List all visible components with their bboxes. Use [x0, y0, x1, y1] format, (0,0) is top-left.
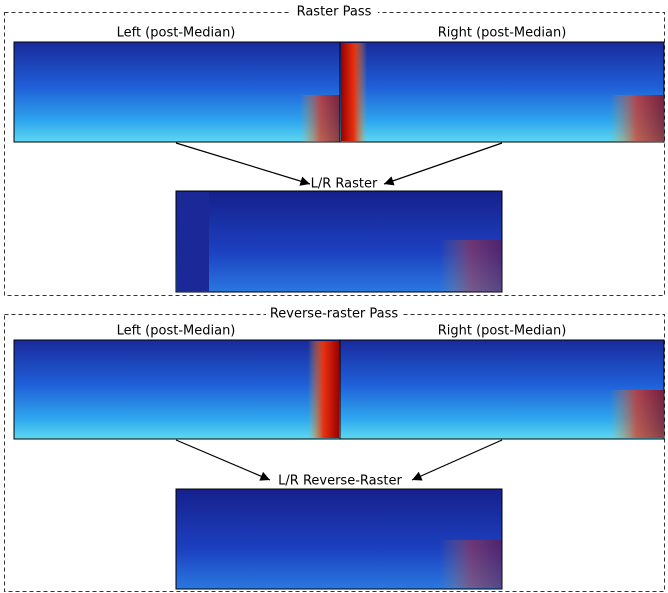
left-label: Left (post-Median)	[117, 324, 236, 339]
result-label: L/R Reverse-Raster	[278, 474, 402, 489]
arrow	[412, 440, 502, 480]
right-label: Right (post-Median)	[438, 26, 567, 41]
left-image	[14, 42, 340, 142]
right-label: Right (post-Median)	[438, 324, 567, 339]
result-label: L/R Raster	[311, 177, 378, 192]
arrow	[176, 440, 270, 480]
raster-pass: Raster Pass Left (post-Median) Right (po…	[5, 4, 665, 296]
reverse-raster-pass: Reverse-raster Pass Left (post-Median) R…	[5, 306, 665, 592]
left-image	[14, 340, 340, 439]
pass-title: Raster Pass	[297, 5, 372, 20]
arrow	[176, 143, 310, 184]
pass-title: Reverse-raster Pass	[270, 307, 399, 322]
diagram: Raster Pass Left (post-Median) Right (po…	[0, 0, 668, 593]
left-label: Left (post-Median)	[117, 26, 236, 41]
arrow	[384, 143, 502, 184]
